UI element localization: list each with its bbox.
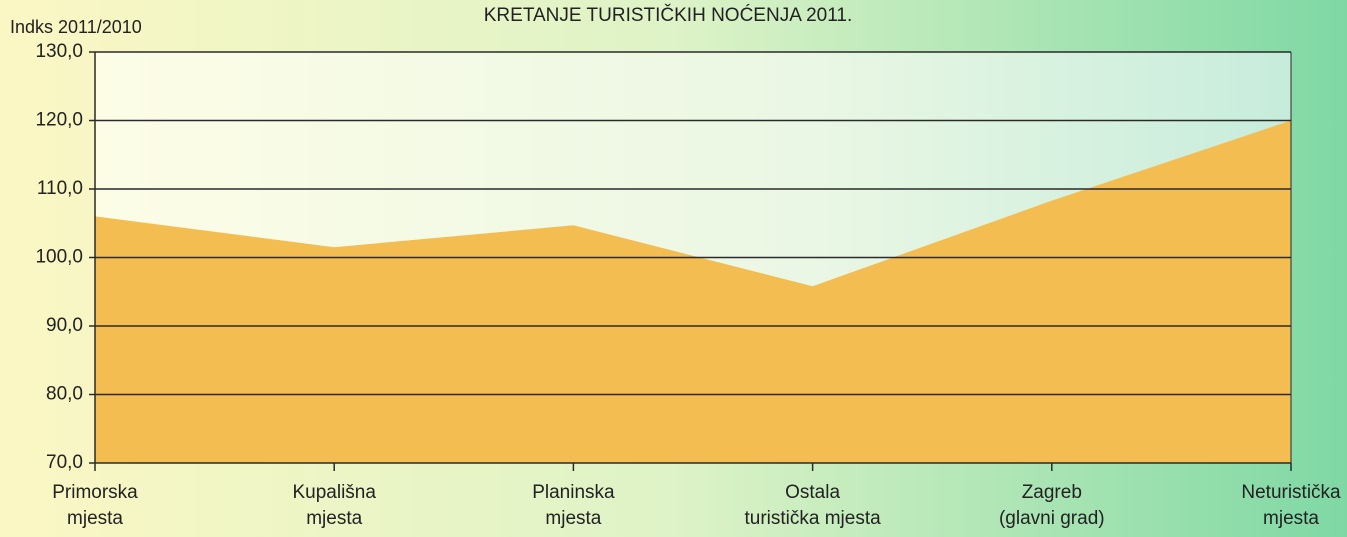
y-tick-label: 110,0 bbox=[37, 178, 83, 199]
y-tick-label: 130,0 bbox=[35, 41, 83, 62]
x-tick-label: mjesta bbox=[545, 508, 601, 529]
x-tick-label: turistička mjesta bbox=[744, 508, 881, 529]
y-tick-label: 80,0 bbox=[46, 384, 83, 405]
x-tick-label: Zagreb bbox=[1022, 482, 1082, 503]
x-tick-label: Planinska bbox=[532, 482, 615, 503]
area bbox=[95, 120, 1291, 463]
x-tick-label: mjesta bbox=[306, 508, 362, 529]
chart-title: KRETANJE TURISTIČKIH NOĆENJA 2011. bbox=[484, 4, 852, 26]
x-tick-label: Neturistička bbox=[1241, 482, 1341, 503]
x-tick-label: Ostala bbox=[785, 482, 840, 503]
y-tick-label: 70,0 bbox=[46, 452, 83, 473]
y-axis-label: Indks 2011/2010 bbox=[10, 17, 142, 37]
y-tick-label: 90,0 bbox=[46, 315, 83, 336]
x-tick-label: Kupališna bbox=[292, 482, 376, 503]
y-tick-label: 120,0 bbox=[35, 110, 83, 131]
x-tick-label: mjesta bbox=[1263, 508, 1319, 529]
x-tick-label: mjesta bbox=[67, 508, 123, 529]
x-tick-label: Primorska bbox=[52, 482, 138, 503]
x-tick-label: (glavni grad) bbox=[999, 508, 1105, 529]
y-tick-label: 100,0 bbox=[35, 247, 83, 268]
